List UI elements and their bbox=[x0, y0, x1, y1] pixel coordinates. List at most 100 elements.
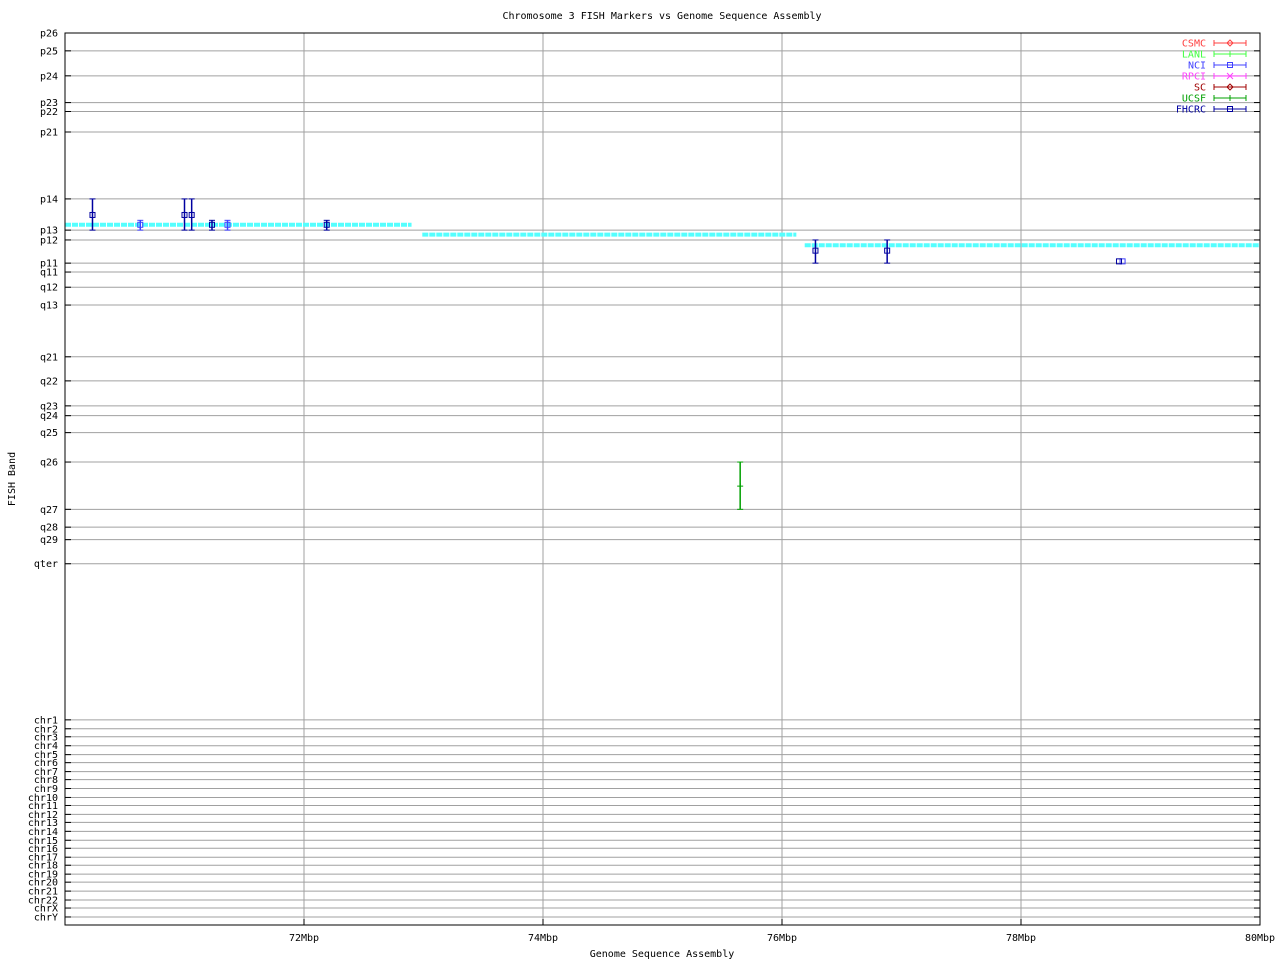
y-tick-label: chrX bbox=[34, 904, 58, 915]
data-point-nci bbox=[1119, 258, 1126, 265]
assembly-segments bbox=[65, 222, 1260, 248]
data-point-fhcrc bbox=[89, 198, 96, 231]
y-tick-label: q26 bbox=[40, 458, 58, 469]
data-point-fhcrc bbox=[323, 219, 330, 231]
legend-entry-ucsf: UCSF bbox=[1182, 94, 1247, 105]
y-tick-label: chr14 bbox=[28, 827, 58, 838]
y-tick-label: p25 bbox=[40, 46, 58, 57]
y-tick-label: q25 bbox=[40, 428, 58, 439]
y-tick-label: p12 bbox=[40, 235, 58, 246]
legend-marker bbox=[1227, 51, 1233, 57]
y-tick-label: chr21 bbox=[28, 887, 58, 898]
data-point-fhcrc bbox=[188, 198, 195, 231]
y-tick-label: chr8 bbox=[34, 775, 58, 786]
y-tick-label: chr16 bbox=[28, 844, 58, 855]
x-tick-label: 74Mbp bbox=[528, 933, 558, 944]
y-tick-label: chr10 bbox=[28, 793, 58, 804]
y-tick-label: chr22 bbox=[28, 896, 58, 907]
point-marker bbox=[812, 247, 819, 254]
y-tick-label: chr17 bbox=[28, 853, 58, 864]
y-tick-label: q21 bbox=[40, 352, 58, 363]
y-tick-label: chr1 bbox=[34, 715, 58, 726]
y-tick-label: chr4 bbox=[34, 741, 58, 752]
y-tick-label: p11 bbox=[40, 259, 58, 270]
y-tick-label: p13 bbox=[40, 226, 58, 237]
y-tick-label: q24 bbox=[40, 411, 58, 422]
legend-marker bbox=[1227, 95, 1233, 101]
legend-label: RPCI bbox=[1182, 72, 1206, 83]
y-tick-label: q29 bbox=[40, 535, 58, 546]
legend-entry-lanl: LANL bbox=[1182, 50, 1247, 61]
legend-marker bbox=[1226, 39, 1234, 47]
data-point-fhcrc bbox=[181, 198, 188, 231]
y-axis-label: FISH Band bbox=[7, 452, 18, 506]
legend-marker bbox=[1227, 106, 1233, 112]
legend-label: UCSF bbox=[1182, 94, 1206, 105]
plot-border bbox=[64, 32, 1261, 926]
data-point-fhcrc bbox=[812, 239, 819, 264]
y-tick-label: chr7 bbox=[34, 767, 58, 778]
y-tick-label: chr6 bbox=[34, 758, 58, 769]
legend-entry-rpci: RPCI bbox=[1182, 72, 1247, 83]
y-tick-label: chr12 bbox=[28, 810, 58, 821]
point-marker bbox=[208, 221, 215, 228]
data-point-fhcrc bbox=[1115, 258, 1122, 265]
point-marker bbox=[323, 221, 330, 228]
y-tick-label: p23 bbox=[40, 98, 58, 109]
chart-title: Chromosome 3 FISH Markers vs Genome Sequ… bbox=[502, 11, 821, 22]
legend-entry-csmc: CSMC bbox=[1182, 39, 1247, 50]
y-tick-label: chr5 bbox=[34, 750, 58, 761]
y-tick-label: chr13 bbox=[28, 818, 58, 829]
point-marker bbox=[1115, 258, 1122, 265]
y-tick-label: p24 bbox=[40, 71, 58, 82]
y-tick-label: p22 bbox=[40, 107, 58, 118]
y-tick-label: p14 bbox=[40, 194, 58, 205]
y-tick-label: chr19 bbox=[28, 870, 58, 881]
data-point-nci bbox=[137, 219, 144, 231]
y-tick-label: chr15 bbox=[28, 836, 58, 847]
legend-entry-sc: SC bbox=[1194, 83, 1247, 94]
legend-label: NCI bbox=[1188, 61, 1206, 72]
y-tick-label: p21 bbox=[40, 128, 58, 139]
grid bbox=[65, 32, 1261, 925]
legend-label: LANL bbox=[1182, 50, 1206, 61]
y-tick-label: q22 bbox=[40, 376, 58, 387]
legend-marker bbox=[1227, 62, 1233, 68]
data-point-fhcrc bbox=[208, 219, 215, 231]
legend-entry-nci: NCI bbox=[1188, 61, 1247, 72]
point-marker bbox=[884, 247, 891, 254]
point-marker bbox=[737, 483, 744, 490]
point-marker bbox=[181, 211, 188, 218]
y-tick-label: q23 bbox=[40, 401, 58, 412]
x-tick-label: 72Mbp bbox=[289, 933, 319, 944]
y-tick-label: q27 bbox=[40, 505, 58, 516]
point-marker bbox=[224, 221, 231, 228]
data-point-ucsf bbox=[737, 461, 744, 510]
legend-marker bbox=[1226, 83, 1234, 91]
y-tick-label: qter bbox=[34, 559, 58, 570]
y-tick-label: chr18 bbox=[28, 861, 58, 872]
y-tick-label: q13 bbox=[40, 301, 58, 312]
legend-label: FHCRC bbox=[1176, 105, 1206, 116]
data-point-fhcrc bbox=[884, 239, 891, 264]
x-tick-label: 78Mbp bbox=[1006, 933, 1036, 944]
y-tick-label: chr3 bbox=[34, 732, 58, 743]
legend-label: SC bbox=[1194, 83, 1206, 94]
x-tick-label: 76Mbp bbox=[767, 933, 797, 944]
y-tick-label: chr11 bbox=[28, 801, 58, 812]
y-tick-label: chrY bbox=[34, 912, 58, 923]
legend-entry-fhcrc: FHCRC bbox=[1176, 105, 1247, 116]
y-tick-label: chr2 bbox=[34, 724, 58, 735]
data-points bbox=[89, 198, 1126, 510]
point-marker bbox=[89, 211, 96, 218]
legend-marker bbox=[1226, 72, 1234, 80]
data-point-nci bbox=[224, 219, 231, 231]
y-tick-label: q28 bbox=[40, 523, 58, 534]
x-tick-label: 80Mbp bbox=[1245, 933, 1275, 944]
y-tick-label: chr9 bbox=[34, 784, 58, 795]
y-tick-label: q11 bbox=[40, 268, 58, 279]
point-marker bbox=[188, 211, 195, 218]
point-marker bbox=[137, 221, 144, 228]
